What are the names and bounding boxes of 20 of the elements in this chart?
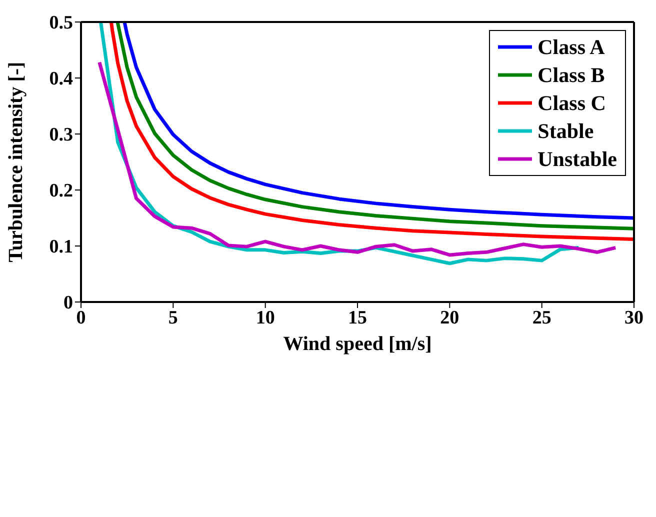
y-tick-label: 0.5 — [49, 12, 73, 34]
y-tick-label: 0.4 — [49, 68, 74, 90]
y-tick-label: 0.2 — [49, 180, 73, 202]
line-series — [98, 60, 618, 257]
legend-label: Unstable — [538, 146, 617, 172]
x-axis-title: Wind speed [m/s] — [283, 333, 432, 355]
x-tick-label: 20 — [440, 307, 460, 328]
x-tick-label: 15 — [348, 307, 367, 328]
legend-label: Class C — [538, 90, 606, 116]
y-tick-label: 0 — [64, 292, 73, 314]
x-tick-label: 10 — [256, 307, 275, 328]
y-axis-title: Turbulence intensity [-] — [5, 62, 28, 262]
x-tick-label: 30 — [624, 307, 644, 328]
y-tick-label: 0.3 — [49, 124, 73, 146]
legend-label: Class A — [538, 34, 605, 60]
x-tick-label: 5 — [168, 307, 178, 328]
legend-label: Stable — [538, 118, 594, 144]
x-tick-label: 25 — [532, 307, 552, 328]
y-tick-label: 0.1 — [49, 236, 73, 258]
legend-label: Class B — [538, 62, 605, 88]
